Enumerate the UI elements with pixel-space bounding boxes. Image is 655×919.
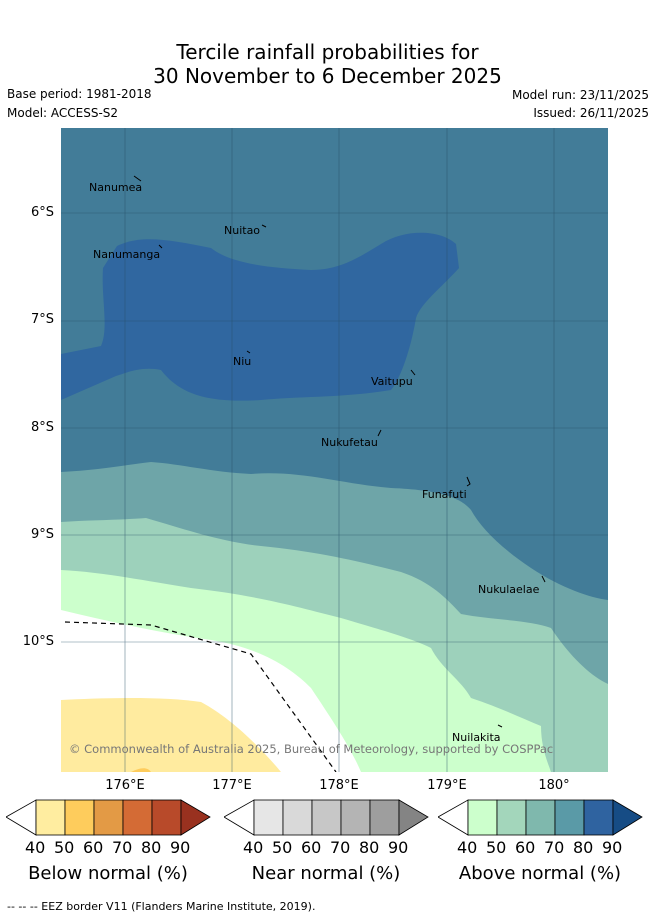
lat-label: 6°S [30,205,54,220]
colorbar-tick: 80 [141,838,162,857]
colorbar-tick: 70 [112,838,133,857]
title-line-1: Tercile rainfall probabilities for [176,40,479,64]
colorbar-swatch [151,799,182,836]
eez-border [64,621,337,772]
colorbar-above-normal [438,799,643,836]
place-label: Nanumea [89,181,143,194]
lon-label: 176°E [105,778,145,793]
model-run: Model run: 23/11/2025 [511,88,649,102]
island-marks [133,175,546,728]
colorbar-tick: 90 [602,838,623,857]
issued-date: Issued: 26/11/2025 [533,106,649,120]
colorbar-swatch [467,799,498,836]
eez-legend-note: -- -- -- EEZ border V11 (Flanders Marine… [7,900,316,913]
place-label: Niu [233,355,252,368]
colorbar-tick: 80 [573,838,594,857]
copyright-notice: © Commonwealth of Australia 2025, Bureau… [69,742,554,756]
region-below-small [131,768,151,772]
place-label: Nuilakita [452,731,501,744]
lon-label: 180° [538,778,570,793]
colorbar-title-below: Below normal (%) [28,863,188,884]
colorbar-tick: 40 [25,838,46,857]
place-label: Nanumanga [93,248,161,261]
colorbar-title-above: Above normal (%) [458,863,622,884]
lon-label: 179°E [427,778,467,793]
place-label: Nuitao [224,224,261,237]
model-name: Model: ACCESS-S2 [7,106,119,120]
colorbar-swatch [93,799,124,836]
colorbar-swatch [554,799,585,836]
colorbar-title-near: Near normal (%) [251,863,401,884]
colorbar-tick: 40 [457,838,478,857]
map-canvas [61,128,608,772]
colorbar-tick: 90 [388,838,409,857]
colorbar-swatch [35,799,66,836]
lon-label: 177°E [212,778,252,793]
map-gridlines [61,128,608,772]
colorbar-swatch [282,799,313,836]
lat-label: 10°S [22,634,54,649]
title-line-2: 30 November to 6 December 2025 [153,64,502,88]
colorbar-swatch [496,799,527,836]
colorbar-swatch [122,799,153,836]
colorbar-near-normal [224,799,429,836]
place-label: Nukufetau [321,436,378,449]
colorbar-tick: 70 [544,838,565,857]
place-label: Funafuti [422,488,467,501]
colorbar-tick: 60 [83,838,104,857]
colorbar-below-normal [6,799,211,836]
colorbar-swatch [64,799,95,836]
colorbar-tick: 40 [243,838,264,857]
colorbar-tick: 50 [486,838,507,857]
region-below-40-50 [61,698,281,772]
colorbar-swatch [525,799,556,836]
place-label: Vaitupu [371,375,413,388]
colorbar-tick: 50 [272,838,293,857]
probability-map[interactable] [61,128,608,772]
lon-label: 178°E [319,778,359,793]
region-above-80-90 [61,232,459,401]
colorbar-swatch [369,799,400,836]
place-label: Nukulaelae [478,583,540,596]
base-period: Base period: 1981-2018 [7,87,152,101]
colorbar-tick: 90 [170,838,191,857]
colorbar-tick: 60 [301,838,322,857]
map-title: Tercile rainfall probabilities for 30 No… [0,40,655,88]
colorbar-swatch [340,799,371,836]
colorbar-swatch [253,799,284,836]
lat-label: 8°S [30,420,54,435]
colorbar-tick: 70 [330,838,351,857]
colorbar-tick: 50 [54,838,75,857]
colorbar-swatch [311,799,342,836]
lat-label: 9°S [30,527,54,542]
lat-label: 7°S [30,312,54,327]
colorbar-tick: 60 [515,838,536,857]
colorbar-tick: 80 [359,838,380,857]
colorbar-swatch [583,799,614,836]
